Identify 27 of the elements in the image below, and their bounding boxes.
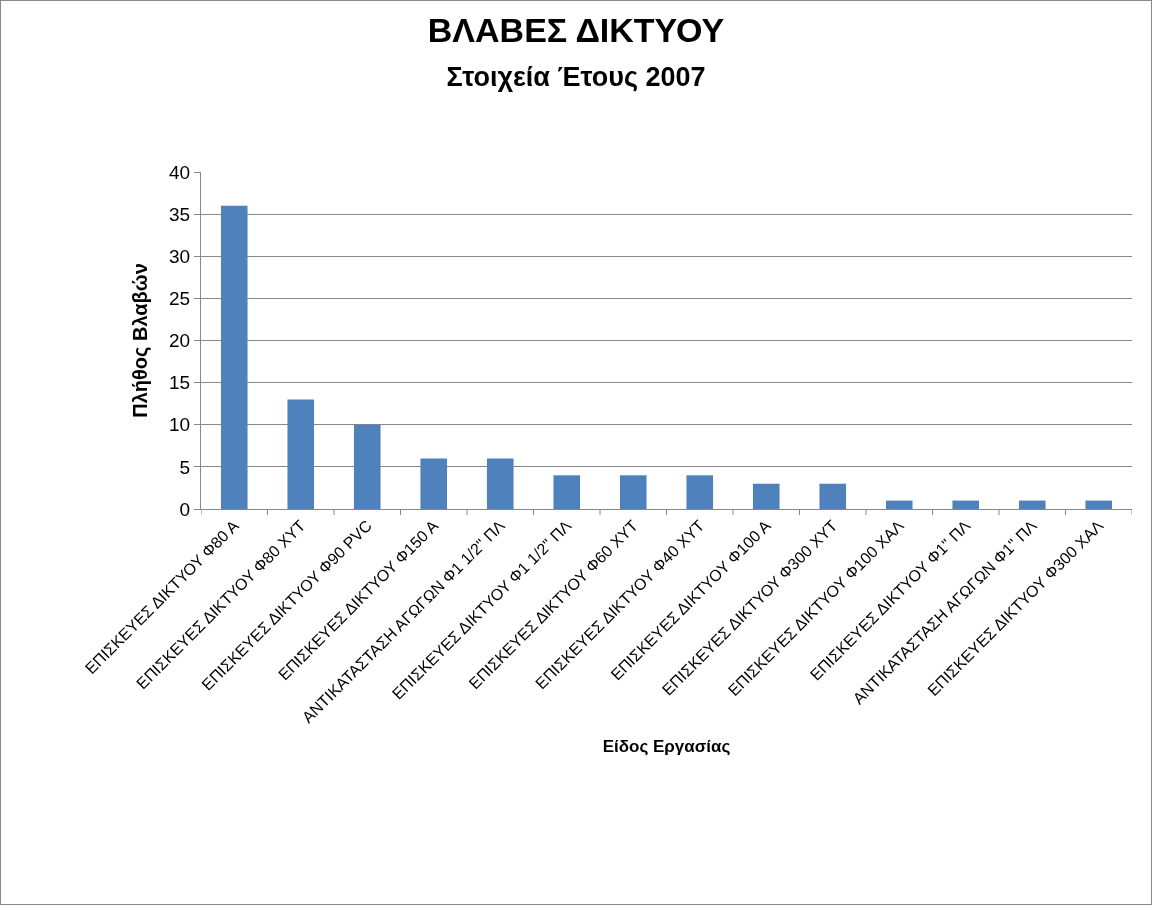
- y-tick-label: 5: [179, 456, 191, 478]
- bar: [420, 458, 448, 509]
- bar: [1085, 500, 1113, 509]
- bar: [619, 475, 647, 509]
- y-tick-label: 25: [169, 288, 191, 310]
- bar: [952, 500, 980, 509]
- bar: [1018, 500, 1046, 509]
- bar: [220, 205, 248, 509]
- bar: [353, 424, 381, 509]
- y-axis-title: Πλήθος Βλαβών: [128, 263, 151, 418]
- bar: [486, 458, 514, 509]
- y-tick-label: 20: [169, 330, 191, 352]
- y-tick-label: 0: [179, 498, 191, 520]
- y-tick-label: 10: [169, 414, 191, 436]
- y-tick-label: 40: [169, 161, 191, 183]
- y-tick-label: 35: [169, 203, 191, 225]
- y-tick-label: 15: [169, 372, 191, 394]
- bar: [819, 483, 847, 509]
- chart-title: ΒΛΑΒΕΣ ΔΙΚΤΥΟΥ: [427, 10, 725, 49]
- bar: [287, 399, 315, 509]
- bar: [553, 475, 581, 509]
- x-axis-title: Είδος Εργασίας: [602, 736, 731, 756]
- chart-subtitle: Στοιχεία Έτους 2007: [446, 61, 706, 92]
- bar: [752, 483, 780, 509]
- bar: [686, 475, 714, 509]
- y-tick-label: 30: [169, 245, 191, 267]
- bar: [885, 500, 913, 509]
